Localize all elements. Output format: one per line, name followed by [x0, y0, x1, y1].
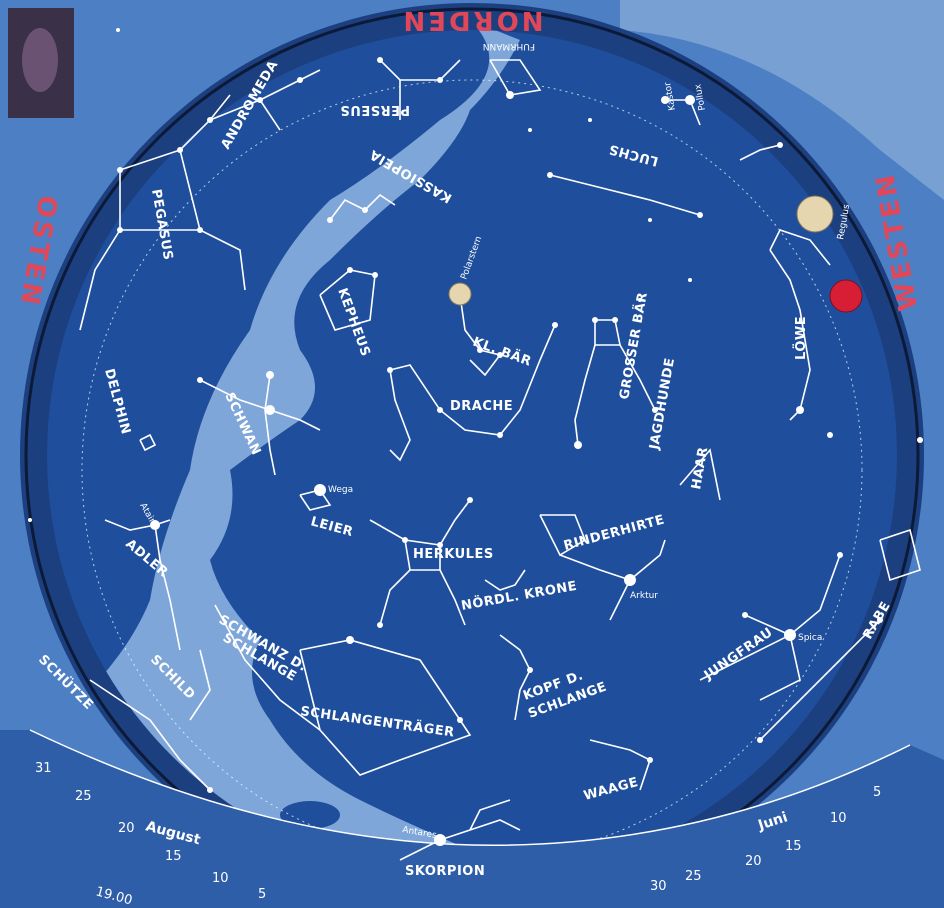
- star-pollux: Pollux: [693, 83, 708, 112]
- tick-left-5: 5: [258, 887, 266, 902]
- label-perseus: PERSEUS: [340, 102, 410, 117]
- star-arktur: Arktur: [630, 591, 658, 601]
- label-drache: DRACHE: [450, 399, 513, 414]
- direction-north: NORDEN: [401, 5, 544, 35]
- tick-right-5: 5: [873, 785, 881, 800]
- constellation-lines: [79, 59, 921, 861]
- label-skorpion: SKORPION: [405, 864, 485, 879]
- tick-left-0: 31: [35, 761, 52, 776]
- planet-marker-red: [829, 279, 863, 313]
- star-wega: Wega: [328, 485, 353, 495]
- tick-left-4: 10: [212, 871, 229, 886]
- label-loewe: LÖWE: [793, 316, 809, 360]
- tick-left-3: 15: [165, 849, 182, 864]
- tick-right-2: 20: [745, 854, 762, 869]
- tick-left-1: 25: [75, 789, 92, 804]
- tick-right-0: 30: [650, 879, 667, 894]
- date-scale-band: [0, 730, 944, 908]
- tick-right-1: 25: [685, 869, 702, 884]
- label-haar: HAAR: [689, 446, 711, 491]
- label-fuhrmann: FUHRMANN: [483, 41, 535, 51]
- tick-right-3: 15: [785, 839, 802, 854]
- star-kastor: Kastor: [663, 81, 678, 111]
- planet-marker-tan: [796, 195, 834, 233]
- label-herkules: HERKULES: [413, 547, 494, 562]
- tick-right-4: 10: [830, 811, 847, 826]
- tick-left-2: 20: [118, 821, 135, 836]
- stars: [28, 28, 923, 846]
- star-spica: Spica: [798, 633, 822, 643]
- sky-disc: [47, 30, 897, 880]
- polaris-marker: [448, 282, 472, 306]
- milky-way: [74, 30, 560, 880]
